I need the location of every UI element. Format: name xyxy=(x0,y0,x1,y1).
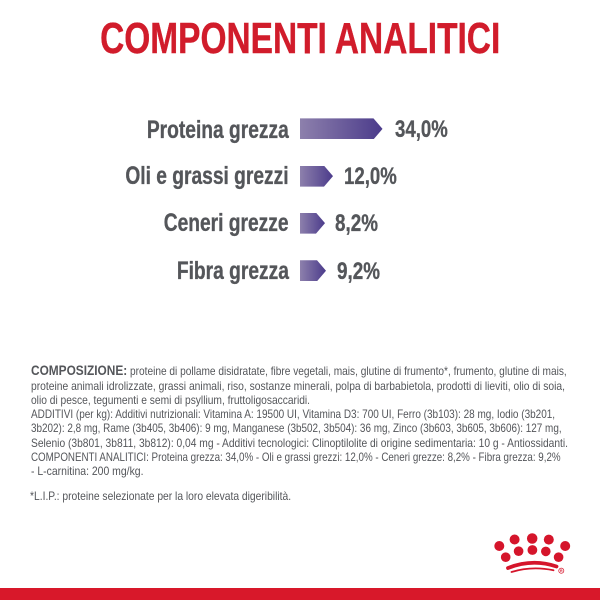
svg-text:R: R xyxy=(560,569,563,573)
